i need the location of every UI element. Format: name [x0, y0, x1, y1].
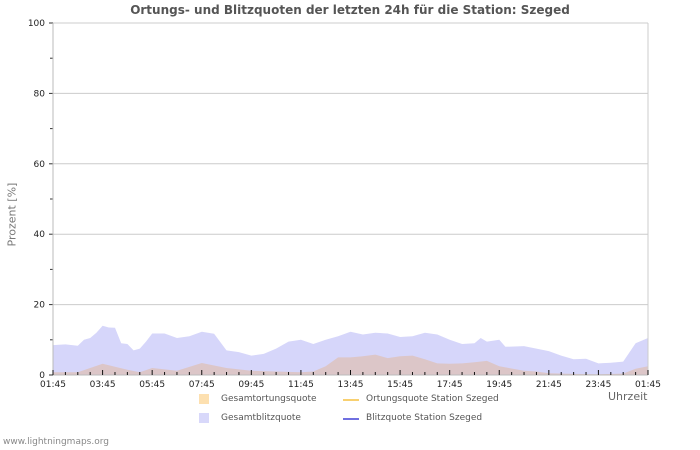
- chart-plot: 0 20 40 60 80 100 01:45 03:45 05:45 07:45 09:45 11…: [28, 19, 661, 390]
- axes: [49, 22, 649, 376]
- legend-swatch-icon: [199, 394, 209, 404]
- svg-text:11:45: 11:45: [288, 380, 314, 390]
- chart-title: Ortungs- und Blitzquoten der letzten 24h…: [130, 3, 570, 17]
- legend-line-icon: [343, 418, 359, 420]
- svg-text:60: 60: [34, 160, 46, 170]
- grid-lines: [53, 22, 648, 306]
- svg-text:19:45: 19:45: [486, 380, 512, 390]
- svg-text:13:45: 13:45: [338, 380, 364, 390]
- svg-text:100: 100: [28, 19, 45, 29]
- svg-text:01:45: 01:45: [40, 380, 66, 390]
- svg-text:20: 20: [34, 301, 46, 311]
- svg-text:0: 0: [39, 371, 45, 381]
- svg-text:17:45: 17:45: [437, 380, 463, 390]
- legend-line-icon: [343, 399, 359, 401]
- x-axis-unit-label: Uhrzeit: [608, 390, 648, 403]
- svg-text:05:45: 05:45: [139, 380, 165, 390]
- data-areas: [53, 325, 648, 375]
- legend-label: Ortungsquote Station Szeged: [366, 394, 499, 404]
- svg-text:15:45: 15:45: [387, 380, 413, 390]
- footer-source-link[interactable]: www.lightningmaps.org: [3, 437, 109, 447]
- legend-label: Gesamtortungsquote: [221, 394, 317, 404]
- svg-text:21:45: 21:45: [536, 380, 562, 390]
- svg-text:40: 40: [34, 230, 46, 240]
- legend-label: Gesamtblitzquote: [221, 413, 301, 423]
- svg-text:09:45: 09:45: [238, 380, 264, 390]
- legend-swatch-icon: [199, 413, 209, 423]
- svg-text:03:45: 03:45: [90, 380, 116, 390]
- y-tick-labels: 0 20 40 60 80 100: [28, 19, 45, 381]
- svg-text:80: 80: [34, 89, 46, 99]
- svg-text:23:45: 23:45: [585, 380, 611, 390]
- legend-label: Blitzquote Station Szeged: [366, 413, 483, 423]
- svg-text:07:45: 07:45: [189, 380, 215, 390]
- x-tick-labels: 01:45 03:45 05:45 07:45 09:45 11:45 13:45 15:45…: [40, 380, 661, 390]
- svg-text:01:45: 01:45: [635, 380, 661, 390]
